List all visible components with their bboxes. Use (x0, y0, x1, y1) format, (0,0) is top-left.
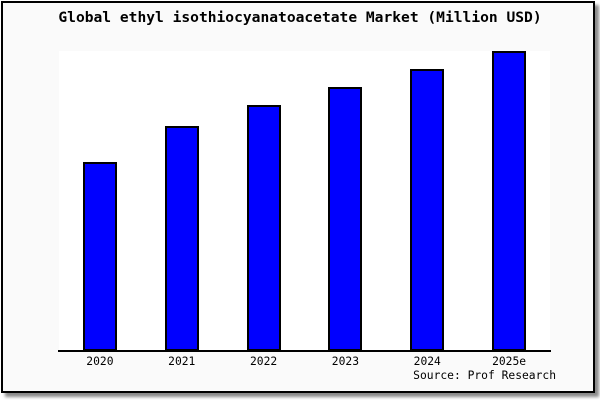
bar-2022 (246, 105, 281, 351)
x-tick-label-2020: 2020 (86, 355, 114, 368)
x-tick-label-2023: 2023 (331, 355, 360, 368)
x-tick-label-2021: 2021 (168, 355, 196, 368)
bar-2021 (164, 126, 199, 351)
x-axis-line (58, 350, 551, 352)
bar-2025e (492, 51, 527, 351)
chart-title: Global ethyl isothiocyanatoacetate Marke… (58, 9, 542, 26)
bar-2020 (82, 162, 117, 351)
bar-2023 (328, 87, 363, 351)
bar-2024 (410, 69, 445, 351)
x-tick-label-2022: 2022 (249, 355, 278, 368)
source-credit: Source: Prof Research (413, 369, 556, 382)
x-tick-label-2024: 2024 (413, 355, 441, 368)
plot-area (59, 51, 550, 351)
x-tick-label-2025e: 2025e (492, 355, 527, 368)
